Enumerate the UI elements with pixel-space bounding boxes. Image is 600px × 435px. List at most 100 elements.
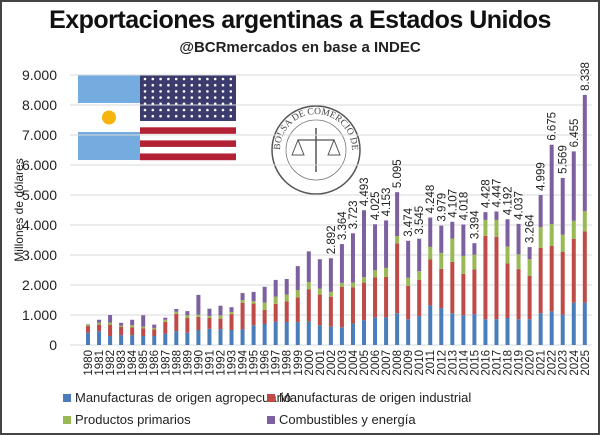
bar-segment-3-1995 bbox=[251, 301, 256, 304]
bar-segment-4-2025 bbox=[582, 94, 587, 212]
bar-segment-1-2016 bbox=[483, 319, 488, 345]
bar-segment-2-2004 bbox=[350, 287, 355, 324]
bar-segment-4-1991 bbox=[207, 308, 212, 316]
bar-segment-2-1986 bbox=[152, 329, 157, 336]
bar-segment-4-2008 bbox=[395, 192, 400, 237]
data-label: 5.569 bbox=[558, 145, 570, 174]
bar-segment-4-1988 bbox=[174, 309, 179, 312]
bar-segment-2-1991 bbox=[207, 318, 212, 329]
bar-segment-4-1996 bbox=[262, 286, 267, 303]
x-tick-label: 2016 bbox=[480, 350, 492, 376]
x-tick-label: 2019 bbox=[514, 350, 526, 376]
bar-segment-3-1982 bbox=[108, 322, 113, 325]
bar-segment-2-2005 bbox=[362, 282, 366, 321]
data-label: 4.999 bbox=[536, 162, 548, 191]
data-label: 6.675 bbox=[547, 112, 559, 141]
legend-item-industrial: Manufacturas de origen industrial bbox=[267, 390, 471, 405]
bar-segment-4-2019 bbox=[516, 223, 521, 255]
bar-segment-1-2021 bbox=[538, 313, 543, 345]
bar-segment-3-1992 bbox=[218, 315, 223, 319]
bar-segment-1-1985 bbox=[141, 336, 146, 345]
bar-segment-1-2023 bbox=[560, 314, 565, 345]
bar-segment-1-2019 bbox=[516, 319, 521, 345]
data-label: 4.037 bbox=[514, 191, 526, 220]
legend-item-combustibles: Combustibles y energía bbox=[267, 412, 416, 427]
bar-segment-1-1994 bbox=[240, 329, 245, 345]
bar-segment-4-2015 bbox=[472, 243, 477, 255]
x-tick-label: 2010 bbox=[414, 350, 426, 376]
bar-segment-1-2002 bbox=[328, 326, 333, 345]
bar-segment-1-2007 bbox=[384, 317, 389, 345]
y-tick-label: 4.000 bbox=[22, 217, 57, 233]
bar-segment-4-2023 bbox=[560, 177, 565, 235]
x-tick-label: 2018 bbox=[503, 350, 515, 376]
bar-segment-4-1983 bbox=[119, 322, 124, 326]
bar-segment-2-1980 bbox=[86, 326, 90, 333]
bar-segment-1-2003 bbox=[339, 327, 344, 345]
bar-segment-1-1987 bbox=[163, 333, 168, 345]
bar-segment-3-2015 bbox=[472, 254, 477, 270]
bar-segment-1-2022 bbox=[549, 311, 554, 345]
bar-segment-3-1989 bbox=[185, 315, 190, 318]
bar-segment-4-1986 bbox=[152, 324, 157, 328]
bar-segment-4-2000 bbox=[306, 251, 311, 282]
legend-item-primarios: Productos primarios bbox=[63, 412, 191, 427]
data-label: 4.428 bbox=[480, 179, 492, 208]
bar-segment-4-2016 bbox=[483, 212, 488, 220]
bar-segment-2-2006 bbox=[373, 277, 378, 318]
x-tick-label: 2015 bbox=[469, 350, 481, 376]
bar-segment-3-1988 bbox=[174, 311, 179, 314]
bar-segment-2-2018 bbox=[505, 263, 510, 318]
bar-segment-3-2022 bbox=[549, 224, 554, 246]
bar-segment-4-1981 bbox=[97, 319, 102, 323]
bar-segment-1-2010 bbox=[417, 315, 422, 345]
x-tick-label: 2012 bbox=[436, 350, 448, 376]
bar-segment-2-2012 bbox=[439, 268, 444, 309]
bar-segment-3-2018 bbox=[505, 246, 510, 264]
bar-segment-2-1993 bbox=[229, 314, 234, 330]
bar-segment-2-1997 bbox=[273, 303, 278, 322]
bar-segment-3-2006 bbox=[373, 270, 378, 278]
bar-segment-2-2008 bbox=[395, 243, 400, 314]
data-label: 4.447 bbox=[491, 179, 503, 208]
bar-segment-4-2011 bbox=[428, 217, 433, 247]
bar-segment-1-1991 bbox=[207, 328, 212, 345]
argentina-flag bbox=[78, 75, 140, 160]
bar-segment-3-2002 bbox=[328, 291, 333, 297]
bar-segment-2-1981 bbox=[97, 324, 102, 332]
data-label: 3.723 bbox=[348, 201, 360, 230]
x-tick-label: 1980 bbox=[83, 350, 95, 376]
bar-segment-1-2018 bbox=[505, 318, 510, 345]
bar-segment-3-1998 bbox=[284, 294, 289, 302]
bar-segment-2-2013 bbox=[450, 261, 455, 314]
bar-segment-4-2021 bbox=[538, 195, 543, 228]
bar-segment-3-1997 bbox=[273, 296, 278, 304]
data-label: 4.018 bbox=[458, 192, 470, 221]
bar-segment-1-2020 bbox=[527, 319, 532, 345]
bar-segment-3-2020 bbox=[527, 259, 532, 276]
bar-segment-2-1987 bbox=[163, 321, 168, 334]
x-tick-label: 2005 bbox=[359, 350, 371, 376]
x-tick-label: 1993 bbox=[227, 350, 239, 376]
sun-icon bbox=[102, 110, 116, 125]
y-tick-label: 0 bbox=[49, 337, 57, 353]
bar-segment-1-1982 bbox=[108, 336, 113, 345]
legend-label: Combustibles y energía bbox=[279, 412, 416, 427]
bar-segment-1-2014 bbox=[461, 315, 466, 345]
bar-segment-1-1992 bbox=[218, 329, 223, 345]
bar-segment-2-1989 bbox=[185, 318, 190, 333]
bar-segment-3-2010 bbox=[417, 271, 422, 280]
bar-segment-3-1999 bbox=[295, 290, 300, 298]
bar-segment-2-2014 bbox=[461, 273, 466, 316]
x-tick-label: 1985 bbox=[138, 350, 150, 376]
bar-segment-3-2007 bbox=[384, 267, 389, 277]
chart-title: Exportaciones argentinas a Estados Unido… bbox=[49, 6, 551, 34]
bar-segment-3-1985 bbox=[141, 326, 146, 329]
bar-segment-2-1985 bbox=[141, 328, 146, 336]
bar-segment-1-1990 bbox=[196, 330, 201, 345]
bar-segment-2-2002 bbox=[328, 296, 333, 327]
y-tick-label: 2.000 bbox=[22, 277, 57, 293]
bar-segment-3-2005 bbox=[362, 277, 366, 283]
data-label: 4.248 bbox=[425, 185, 437, 214]
bar-segment-4-2001 bbox=[317, 259, 322, 289]
